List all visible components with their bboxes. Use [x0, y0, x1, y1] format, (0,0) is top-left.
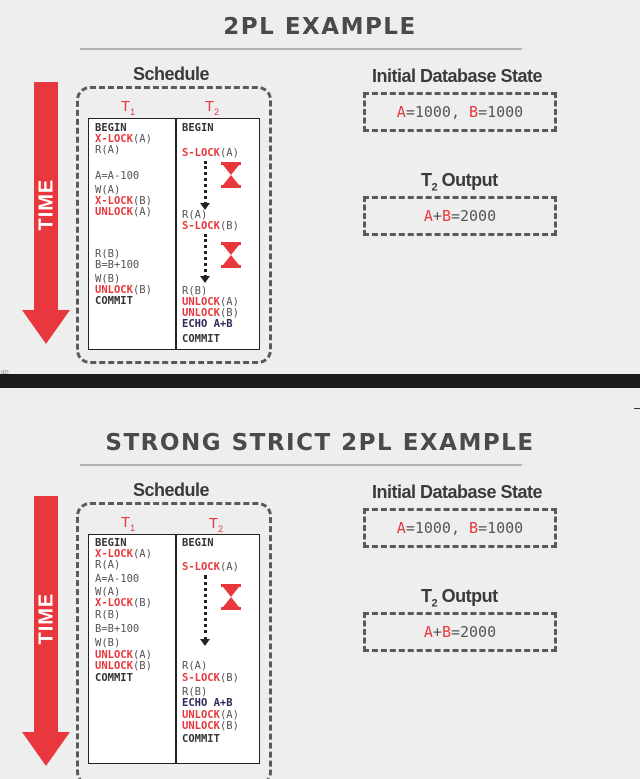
wait-line — [204, 234, 207, 278]
output-box: A+B=2000 — [363, 196, 557, 236]
hourglass-icon — [221, 242, 241, 268]
initial-state-box: A=1000, B=1000 — [363, 508, 557, 548]
t1-op: UNLOCK(A) — [95, 206, 152, 218]
t2-op: S-LOCK(B) — [182, 672, 239, 684]
time-label: TIME — [35, 178, 58, 231]
t1-op: BEGIN — [95, 122, 127, 134]
t1-op: X-LOCK(A) — [95, 133, 152, 145]
t2-op: R(B) — [182, 686, 208, 698]
t1-op: R(B) — [95, 248, 121, 260]
slide-strong-strict-2pl-example: STRONG STRICT 2PL EXAMPLE TIME Schedule … — [0, 388, 640, 779]
t2-header: T2 — [208, 515, 224, 534]
time-arrow-icon — [22, 82, 70, 344]
schedule-table — [88, 118, 260, 350]
t1-op: R(B) — [95, 609, 121, 621]
t2-op: S-LOCK(B) — [182, 220, 239, 232]
t1-op: R(A) — [95, 144, 121, 156]
schedule-label: Schedule — [133, 64, 210, 84]
t1-op: UNLOCK(B) — [95, 284, 152, 296]
t2-op: UNLOCK(B) — [182, 720, 239, 732]
t1-op: A=A-100 — [95, 573, 140, 585]
title-divider — [80, 464, 522, 466]
t1-op: W(B) — [95, 637, 121, 649]
t2-op: UNLOCK(A) — [182, 709, 239, 721]
time-arrow-icon — [22, 496, 70, 766]
t2-op: UNLOCK(A) — [182, 296, 239, 308]
initial-state-label: Initial Database State — [372, 482, 543, 502]
column-divider — [175, 119, 177, 349]
title-divider — [80, 48, 522, 50]
wait-arrow-icon — [200, 276, 210, 283]
wait-arrow-icon — [200, 203, 210, 210]
t1-op: W(A) — [95, 586, 121, 598]
t1-op: B=B+100 — [95, 623, 140, 635]
initial-state-label: Initial Database State — [372, 66, 543, 86]
output-label: T2 Output — [421, 586, 498, 610]
t1-op: R(A) — [95, 559, 121, 571]
t1-op: BEGIN — [95, 537, 127, 549]
schedule-box — [76, 86, 272, 364]
t2-op: BEGIN — [182, 537, 214, 549]
schedule-table — [88, 534, 260, 764]
t2-op: UNLOCK(B) — [182, 307, 239, 319]
t1-header: T1 — [120, 514, 136, 533]
t2-op: S-LOCK(A) — [182, 561, 239, 573]
slide-2pl-example: 2PL EXAMPLE TIME Schedule T1 T2 BEGIN X-… — [0, 0, 640, 374]
t1-op: UNLOCK(A) — [95, 649, 152, 661]
wait-arrow-icon — [200, 639, 210, 646]
t1-op: UNLOCK(B) — [95, 660, 152, 672]
schedule-label: Schedule — [133, 480, 210, 500]
t2-op: R(B) — [182, 285, 208, 297]
schedule-box — [76, 502, 272, 779]
t2-op: COMMIT — [182, 333, 220, 345]
t1-header: T1 — [120, 98, 136, 117]
t1-op: COMMIT — [95, 672, 133, 684]
edge-mark — [634, 408, 640, 409]
slide-title: STRONG STRICT 2PL EXAMPLE — [105, 430, 535, 456]
time-label: TIME — [35, 592, 58, 645]
wait-line — [204, 161, 207, 205]
t2-op: R(A) — [182, 660, 208, 672]
t1-op: X-LOCK(B) — [95, 195, 152, 207]
t1-op: A=A-100 — [95, 170, 140, 182]
t2-header: T2 — [204, 98, 220, 117]
t1-op: X-LOCK(B) — [95, 597, 152, 609]
initial-state-box: A=1000, B=1000 — [363, 92, 557, 132]
output-box: A+B=2000 — [363, 612, 557, 652]
t2-op: S-LOCK(A) — [182, 147, 239, 159]
hourglass-icon — [221, 584, 241, 610]
hourglass-icon — [221, 162, 241, 188]
slide-title: 2PL EXAMPLE — [223, 14, 417, 40]
slide-footnote: (t2) — [1, 370, 9, 374]
t2-op: COMMIT — [182, 733, 220, 745]
t1-op: X-LOCK(A) — [95, 548, 152, 560]
column-divider — [175, 535, 177, 763]
t2-op: R(A) — [182, 209, 208, 221]
t1-op: W(B) — [95, 273, 121, 285]
t2-op: ECHO A+B — [182, 318, 233, 330]
output-label: T2 Output — [421, 170, 498, 194]
t1-op: W(A) — [95, 184, 121, 196]
t1-op: B=B+100 — [95, 259, 140, 271]
t2-op: BEGIN — [182, 122, 214, 134]
slide-separator — [0, 374, 640, 388]
wait-line — [204, 575, 207, 641]
t2-op: ECHO A+B — [182, 697, 233, 709]
t1-op: COMMIT — [95, 295, 133, 307]
